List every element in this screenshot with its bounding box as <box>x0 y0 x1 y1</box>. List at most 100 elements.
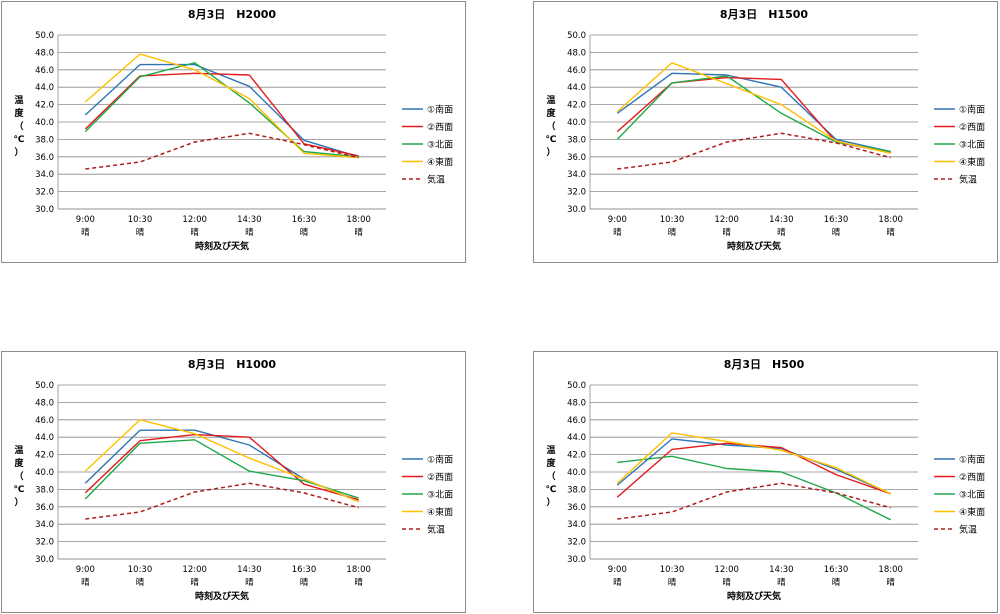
y-tick-label: 42.0 <box>35 451 54 461</box>
series-line-4 <box>616 62 891 154</box>
series-line-5 <box>85 132 359 170</box>
y-tick-label: 48.0 <box>567 398 586 408</box>
y-tick-label: 50.0 <box>567 381 586 391</box>
y-axis-title-char: 度 <box>546 107 556 119</box>
y-axis-title-char: ） <box>14 497 23 508</box>
chart-panel-h1500: 8月3日 H1500 30.0 32.0 34.0 36.0 38.0 40.0 42.0 44… <box>533 1 998 263</box>
x-tick-label: 12:00 <box>182 215 207 225</box>
y-tick-label: 50.0 <box>35 31 54 41</box>
line-chart: 8月3日 H1500 30.0 32.0 34.0 36.0 38.0 40.0 42.0 44… <box>546 8 986 252</box>
legend-label: ③北面 <box>427 140 453 151</box>
y-tick-label: 30.0 <box>35 205 54 215</box>
weather-label: 晴 <box>613 577 622 588</box>
x-axis-title: 時刻及び天気 <box>195 590 249 602</box>
x-tick-label: 14:30 <box>237 565 262 575</box>
y-tick-label: 40.0 <box>35 118 54 128</box>
series-line-2 <box>616 76 891 154</box>
series-line-1 <box>616 72 891 153</box>
y-tick-label: 46.0 <box>35 416 54 426</box>
legend-label: ④東面 <box>959 506 985 518</box>
x-tick-label: 9:00 <box>76 215 95 225</box>
y-tick-label: 38.0 <box>35 135 54 145</box>
weather-label: 晴 <box>777 577 786 588</box>
y-tick-label: 50.0 <box>567 31 586 41</box>
weather-label: 晴 <box>81 577 90 588</box>
weather-label: 晴 <box>136 227 145 238</box>
y-tick-label: 34.0 <box>35 520 54 530</box>
weather-label: 晴 <box>613 227 622 238</box>
legend-label: ①南面 <box>959 104 985 116</box>
chart-panel-h1000: 8月3日 H1000 30.0 32.0 34.0 36.0 38.0 40.0 42.0 44… <box>1 351 466 613</box>
y-axis-title-char: 温 <box>14 444 23 456</box>
legend-label: ④東面 <box>427 506 453 518</box>
y-tick-label: 30.0 <box>35 555 54 565</box>
x-tick-label: 12:00 <box>714 215 739 225</box>
series-line-1 <box>616 438 891 495</box>
x-tick-label: 18:00 <box>346 565 371 575</box>
y-tick-label: 44.0 <box>35 433 54 443</box>
weather-label: 晴 <box>136 577 145 588</box>
series-line-4 <box>84 419 359 503</box>
line-chart: 8月3日 H1000 30.0 32.0 34.0 36.0 38.0 40.0 42.0 44… <box>14 358 454 602</box>
series-line-3 <box>84 62 359 158</box>
y-axis-title-char: 度 <box>546 457 556 469</box>
weather-label: 晴 <box>832 577 841 588</box>
chart-title: 8月3日 H1500 <box>720 8 808 21</box>
x-axis-title: 時刻及び天気 <box>195 240 249 252</box>
weather-label: 晴 <box>190 577 199 588</box>
chart-title: 8月3日 H1000 <box>188 358 276 371</box>
weather-label: 晴 <box>668 227 677 238</box>
x-tick-label: 16:30 <box>824 215 849 225</box>
series-line-1 <box>84 63 359 158</box>
y-tick-label: 44.0 <box>567 83 586 93</box>
series-line-5 <box>85 482 359 520</box>
y-axis-title-char: 温 <box>546 444 555 456</box>
legend-label: ③北面 <box>959 140 985 151</box>
y-axis-title-char: （ <box>14 121 23 132</box>
x-tick-label: 14:30 <box>769 565 794 575</box>
weather-label: 晴 <box>245 227 254 238</box>
y-tick-label: 42.0 <box>567 451 586 461</box>
y-tick-label: 34.0 <box>35 170 54 180</box>
y-tick-label: 40.0 <box>567 118 586 128</box>
legend-label: ①南面 <box>427 104 453 116</box>
x-tick-label: 10:30 <box>128 565 153 575</box>
series-line-2 <box>84 433 359 501</box>
y-tick-label: 40.0 <box>567 468 586 478</box>
legend-label: ③北面 <box>427 490 453 501</box>
x-tick-label: 10:30 <box>660 565 685 575</box>
y-axis-title-char: 温 <box>546 94 555 106</box>
chart-title: 8月3日 H500 <box>724 358 805 371</box>
weather-label: 晴 <box>190 227 199 238</box>
y-axis-title-char: ℃ <box>14 135 25 145</box>
weather-label: 晴 <box>886 577 895 588</box>
legend-label: ②西面 <box>959 472 985 483</box>
series-line-2 <box>84 72 359 157</box>
series-line-3 <box>84 439 359 500</box>
y-tick-label: 44.0 <box>567 433 586 443</box>
y-tick-label: 30.0 <box>567 205 586 215</box>
y-axis-title-char: 度 <box>14 107 24 119</box>
weather-label: 晴 <box>668 577 677 588</box>
series-line-1 <box>84 429 359 503</box>
y-axis-title-char: 温 <box>14 94 23 106</box>
legend-label: ②西面 <box>427 122 453 133</box>
series-line-4 <box>84 53 359 159</box>
weather-label: 晴 <box>81 227 90 238</box>
y-tick-label: 34.0 <box>567 520 586 530</box>
legend-label: ①南面 <box>427 454 453 466</box>
y-tick-label: 32.0 <box>567 538 586 548</box>
y-tick-label: 46.0 <box>567 66 586 76</box>
x-tick-label: 18:00 <box>878 565 903 575</box>
y-tick-label: 48.0 <box>35 48 54 58</box>
weather-label: 晴 <box>886 227 895 238</box>
y-axis-title-char: ℃ <box>546 485 557 495</box>
y-axis-title-char: ） <box>546 497 555 508</box>
x-tick-label: 9:00 <box>608 565 627 575</box>
series-line-3 <box>617 455 892 521</box>
weather-label: 晴 <box>300 577 309 588</box>
x-axis-title: 時刻及び天気 <box>727 590 781 602</box>
series-line-5 <box>617 132 891 170</box>
legend-label: ①南面 <box>959 454 985 466</box>
y-tick-label: 46.0 <box>567 416 586 426</box>
